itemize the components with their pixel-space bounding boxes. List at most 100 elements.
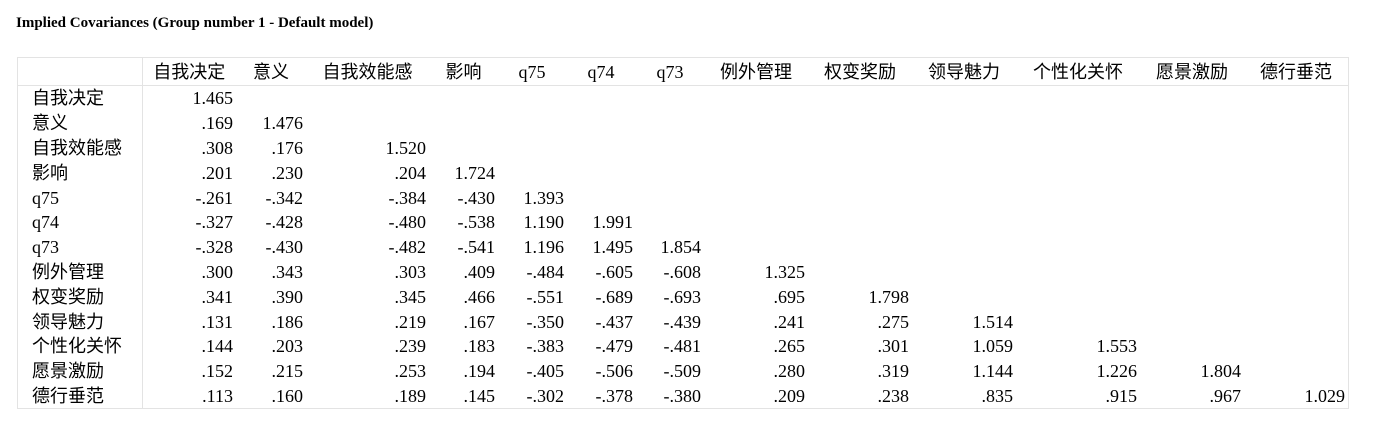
matrix-cell: -.541 — [457, 237, 496, 258]
column-header: q74 — [566, 58, 636, 86]
matrix-cell — [912, 260, 1016, 285]
row-label: 意义 — [18, 110, 143, 136]
matrix-cell — [912, 86, 1016, 111]
matrix-cell — [1140, 136, 1244, 161]
row-label: 例外管理 — [18, 259, 143, 285]
table-row: 自我决定 1.465 — [18, 85, 1348, 111]
matrix-cell — [1244, 235, 1348, 260]
column-header: 德行垂范 — [1244, 58, 1348, 86]
row-label: 领导魅力 — [18, 309, 143, 334]
matrix-cell — [1140, 309, 1244, 334]
matrix-cell: .203 — [271, 336, 304, 357]
matrix-cell: -.437 — [595, 311, 634, 332]
table-row: 例外管理 .300 .343 .303 .409 -.484 -.605 -.608 1.325 — [18, 259, 1348, 285]
column-header: 愿景激励 — [1140, 58, 1244, 86]
matrix-cell: .176 — [271, 137, 304, 158]
matrix-cell: 1.325 — [764, 261, 806, 282]
matrix-cell — [1016, 111, 1140, 136]
row-label: q75 — [18, 185, 143, 210]
matrix-cell — [498, 111, 566, 136]
matrix-cell — [808, 160, 912, 185]
matrix-cell — [1244, 359, 1348, 384]
matrix-cell: -.430 — [265, 237, 304, 258]
matrix-cell: .303 — [394, 261, 427, 282]
matrix-cell: 1.029 — [1304, 385, 1346, 406]
matrix-cell: .144 — [201, 336, 234, 357]
matrix-cell: .238 — [877, 385, 910, 406]
column-header: 领导魅力 — [912, 58, 1016, 86]
matrix-cell — [808, 86, 912, 111]
matrix-cell: -.506 — [595, 361, 634, 382]
matrix-cell: .201 — [201, 162, 234, 183]
matrix-cell: -.480 — [388, 212, 427, 233]
matrix-cell — [808, 210, 912, 235]
matrix-cell: -.439 — [663, 311, 702, 332]
matrix-cell: .915 — [1105, 385, 1138, 406]
table-row: 个性化关怀 .144 .203 .239 .183 -.383 -.479 -.481 .265… — [18, 333, 1348, 359]
matrix-cell — [912, 111, 1016, 136]
matrix-cell — [704, 111, 808, 136]
matrix-cell — [704, 160, 808, 185]
matrix-cell: .219 — [394, 311, 427, 332]
matrix-cell — [636, 185, 704, 210]
matrix-cell — [1016, 309, 1140, 334]
row-label: 德行垂范 — [18, 383, 143, 409]
matrix-cell: -.342 — [265, 187, 304, 208]
matrix-cell: .189 — [394, 385, 427, 406]
matrix-cell: 1.196 — [523, 237, 565, 258]
matrix-cell: -.302 — [526, 385, 565, 406]
matrix-cell — [498, 136, 566, 161]
matrix-cell — [1244, 210, 1348, 235]
matrix-cell — [1016, 210, 1140, 235]
matrix-cell — [566, 86, 636, 111]
matrix-cell — [429, 136, 498, 161]
row-label: 自我决定 — [18, 85, 143, 111]
report-title: Implied Covariances (Group number 1 - De… — [16, 15, 374, 31]
matrix-cell: .241 — [773, 311, 806, 332]
matrix-cell: 1.854 — [660, 237, 702, 258]
matrix-cell: .145 — [463, 385, 496, 406]
matrix-cell — [1016, 260, 1140, 285]
matrix-cell: 1.476 — [262, 113, 304, 134]
matrix-cell — [566, 111, 636, 136]
matrix-cell: .239 — [394, 336, 427, 357]
matrix-cell — [912, 136, 1016, 161]
matrix-cell: -.689 — [595, 286, 634, 307]
matrix-cell: .343 — [271, 261, 304, 282]
row-label: 权变奖励 — [18, 284, 143, 310]
matrix-cell — [1016, 235, 1140, 260]
matrix-cell: -.481 — [663, 336, 702, 357]
matrix-cell — [1140, 260, 1244, 285]
matrix-cell — [808, 260, 912, 285]
matrix-cell — [236, 86, 306, 111]
matrix-cell — [808, 235, 912, 260]
matrix-cell: .308 — [201, 137, 234, 158]
matrix-cell: .169 — [201, 113, 234, 134]
matrix-cell — [636, 160, 704, 185]
matrix-cell — [1244, 111, 1348, 136]
matrix-cell — [636, 210, 704, 235]
matrix-cell — [306, 86, 429, 111]
matrix-cell: -.509 — [663, 361, 702, 382]
matrix-cell: -.482 — [388, 237, 427, 258]
matrix-cell: 1.514 — [972, 311, 1014, 332]
row-label: q74 — [18, 209, 143, 235]
matrix-cell: .967 — [1209, 385, 1242, 406]
column-header: 例外管理 — [704, 58, 808, 86]
matrix-cell — [1140, 185, 1244, 210]
matrix-cell: -.428 — [265, 212, 304, 233]
matrix-cell: .345 — [394, 286, 427, 307]
table-row: q73 -.328 -.430 -.482 -.541 1.196 1.495 1.854 — [18, 234, 1348, 260]
matrix-cell: -.261 — [195, 187, 234, 208]
table-row: q74 -.327 -.428 -.480 -.538 1.190 1.991 — [18, 209, 1348, 235]
matrix-cell: -.479 — [595, 336, 634, 357]
header-row: 自我决定 意义 自我效能感 影响 q75 q74 q73 例外管理 权变奖励 领… — [18, 58, 1348, 86]
table-row: 权变奖励 .341 .390 .345 .466 -.551 -.689 -.693 .695 1… — [18, 284, 1348, 310]
matrix-cell — [1244, 136, 1348, 161]
matrix-cell: .835 — [981, 385, 1014, 406]
matrix-cell: -.693 — [663, 286, 702, 307]
row-label: 个性化关怀 — [18, 333, 143, 359]
matrix-cell: -.378 — [595, 385, 634, 406]
table-row: 影响 .201 .230 .204 1.724 — [18, 160, 1348, 186]
matrix-cell: .319 — [877, 361, 910, 382]
